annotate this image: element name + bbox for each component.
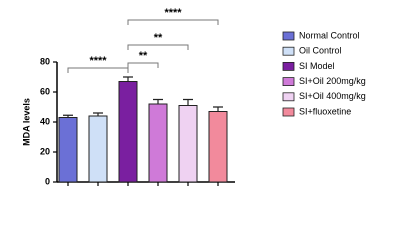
significance-label: **** [89, 55, 107, 67]
legend-label: SI+Oil 200mg/kg [299, 76, 366, 86]
significance-label: ** [139, 50, 148, 62]
y-tick-label: 80 [40, 56, 50, 66]
bar [58, 117, 78, 183]
legend-label: SI+fluoxetine [299, 106, 351, 116]
significance-bracket [67, 67, 129, 73]
y-tick-label: 20 [40, 146, 50, 156]
significance-label: ** [154, 32, 163, 44]
legend-swatch [282, 92, 295, 102]
legend-swatch [282, 62, 295, 71]
y-axis-label: MDA levels [21, 98, 31, 146]
bar [148, 103, 168, 183]
bar [178, 105, 198, 183]
legend-swatch [282, 77, 295, 86]
error-bar [153, 98, 163, 104]
legend-label: SI Model [299, 61, 335, 71]
y-tick-label: 0 [45, 176, 50, 186]
chart: MDA levels 0 20 40 60 80 Normal Control Oil Co… [21, 7, 366, 186]
bar [88, 115, 108, 183]
significance-bracket [127, 44, 189, 50]
significance-bracket [127, 19, 219, 25]
legend-label: Normal Control [299, 30, 360, 40]
legend-swatch [282, 107, 295, 117]
error-bar [63, 114, 73, 118]
legend-swatch [282, 46, 295, 56]
error-bar [183, 98, 193, 106]
legend-label: SI+Oil 400mg/kg [299, 91, 366, 101]
y-tick-label: 40 [40, 116, 50, 126]
error-bar [123, 76, 133, 82]
legend-label: Oil Control [299, 46, 342, 56]
significance-label: **** [164, 7, 182, 19]
y-tick-label: 60 [40, 86, 50, 96]
bar [208, 111, 228, 183]
error-bar [93, 112, 103, 116]
legend-swatch [282, 31, 295, 41]
error-bar [213, 106, 223, 112]
significance-bracket [127, 62, 159, 68]
bar [118, 81, 138, 183]
